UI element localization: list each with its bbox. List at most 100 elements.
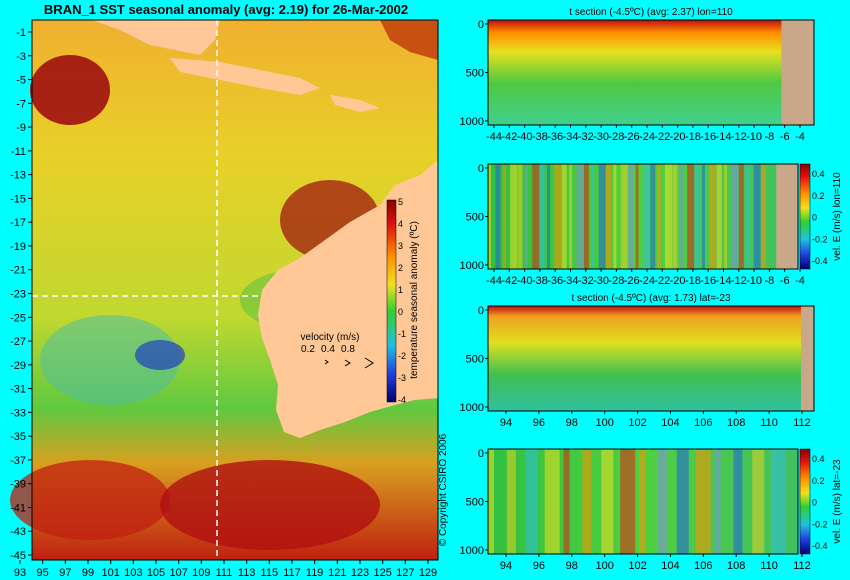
- land-java: [170, 58, 320, 95]
- lon-tick-label: 111: [216, 567, 233, 579]
- velocity-band: [613, 164, 617, 269]
- warm-anomaly-south: [160, 460, 380, 550]
- section-panel: 0 500 1000 94 96 98 100 102 104 106 108 110 112 0.4 0.…: [460, 448, 843, 572]
- panel-x-tick-label: -12: [731, 275, 747, 287]
- warm-anomaly-sw: [10, 460, 170, 540]
- velocity-band: [672, 164, 678, 269]
- warm-anomaly-nw: [30, 55, 110, 125]
- map-colorbar-label: temperature seasonal anomaly (ºC): [409, 221, 420, 379]
- velocity-band: [606, 164, 612, 269]
- panel-y-tick-label: 1000: [460, 402, 484, 414]
- lat-tick-label: -21: [10, 265, 26, 277]
- panel-x-tick-label: -28: [608, 131, 624, 143]
- lat-tick-label: -13: [10, 170, 26, 182]
- velocity-band: [554, 164, 562, 269]
- lat-tick-label: -37: [10, 455, 26, 467]
- lon-tick-label: 99: [82, 567, 94, 579]
- lat-tick-label: -41: [10, 502, 26, 514]
- velocity-band: [517, 164, 523, 269]
- lon-tick-label: 93: [14, 567, 26, 579]
- velocity-band: [752, 449, 765, 554]
- panel-x-tick-label: 100: [595, 417, 613, 429]
- panel-x-tick-label: -34: [563, 131, 579, 143]
- lon-tick-label: 103: [124, 567, 142, 579]
- velocity-legend-title: velocity (m/s): [301, 332, 360, 343]
- panel-x-tick-label: -24: [639, 131, 655, 143]
- lat-tick-label: -19: [10, 241, 26, 253]
- panel-y-tick-label: 1000: [460, 116, 484, 128]
- lon-tick-label: 113: [238, 567, 256, 579]
- lat-tick-label: -45: [10, 550, 26, 562]
- panel-x-tick-label: 104: [661, 417, 679, 429]
- panel-x-tick-label: 98: [566, 417, 578, 429]
- panel-x-tick-label: -8: [765, 275, 775, 287]
- lat-tick-label: -35: [10, 431, 26, 443]
- velocity-band: [620, 449, 636, 554]
- cold-eddy: [135, 340, 185, 370]
- velocity-band: [738, 164, 744, 269]
- panel-x-tick-label: -40: [517, 275, 533, 287]
- map-colorbar-tick: 5: [398, 197, 403, 207]
- velocity-band: [563, 449, 570, 554]
- panel-x-tick-label: -36: [547, 131, 563, 143]
- lon-axis: 93 95 97 99 101 103 105 107 109 111 113 115 117 119 12…: [14, 560, 437, 579]
- panel-title: t section (-4.5ºC) (avg: 1.73) lat=-23: [572, 293, 731, 304]
- map-area: [10, 19, 439, 561]
- velocity-band: [576, 164, 584, 269]
- panel-x-tick-label: -42: [501, 275, 517, 287]
- panel-x-tick-label: -24: [639, 275, 655, 287]
- panel-x-tick-label: -18: [685, 275, 701, 287]
- panel-x-tick-label: 108: [727, 417, 745, 429]
- lat-axis: -1 -3 -5 -7 -9 -11 -13 -15 -17 -19 -21 -23 -25 -27 -29…: [10, 27, 32, 562]
- panel-x-tick-label: -36: [547, 275, 563, 287]
- velocity-band: [753, 164, 761, 269]
- velocity-band: [724, 164, 728, 269]
- section-field: [488, 20, 814, 125]
- velocity-band: [665, 164, 673, 269]
- lat-tick-label: -3: [16, 51, 26, 63]
- panel-x-tick-label: -8: [765, 131, 775, 143]
- map-frame: [31, 19, 439, 561]
- section-field: [488, 306, 814, 411]
- velocity-band: [582, 449, 592, 554]
- panel-x-tick-label: -38: [532, 131, 548, 143]
- panel-x-tick-label: -44: [486, 275, 502, 287]
- velocity-legend: velocity (m/s) 0.2 0.4 0.8: [301, 332, 374, 369]
- land-sumatra: [92, 20, 220, 55]
- velocity-band: [676, 449, 689, 554]
- lon-tick-label: 123: [351, 567, 369, 579]
- velocity-band: [591, 164, 595, 269]
- map-colorbar-tick: 1: [398, 285, 403, 295]
- panel-x-tick-label: 100: [595, 560, 613, 572]
- velocity-legend-value: 0.8: [341, 344, 355, 355]
- velocity-band: [771, 449, 787, 554]
- velocity-band: [635, 164, 639, 269]
- lat-tick-label: -39: [10, 479, 26, 491]
- velocity-band: [694, 164, 700, 269]
- panel-colorbar-tick: -0.4: [812, 256, 828, 266]
- panel-title: t section (-4.5ºC) (avg: 2.37) lon=110: [569, 7, 733, 18]
- velocity-band: [714, 449, 721, 554]
- panel-x-tick-label: 106: [694, 417, 712, 429]
- lat-tick-label: -5: [16, 75, 26, 87]
- panel-colorbar-tick: 0: [812, 213, 817, 223]
- velocity-legend-values: 0.2 0.4 0.8: [301, 344, 355, 355]
- section-panel: t section (-4.5ºC) (avg: 2.37) lon=110 0 5…: [460, 7, 815, 143]
- lon-tick-label: 107: [169, 567, 187, 579]
- lon-tick-label: 121: [328, 567, 346, 579]
- velocity-band: [650, 164, 656, 269]
- velocity-legend-value: 0.4: [321, 344, 335, 355]
- velocity-band: [746, 164, 750, 269]
- velocity-arrows: [324, 357, 374, 369]
- velocity-band: [539, 164, 545, 269]
- velocity-band: [687, 164, 695, 269]
- panel-x-tick-label: 102: [628, 417, 646, 429]
- map-colorbar-tick: 4: [398, 219, 403, 229]
- velocity-band: [495, 164, 501, 269]
- lon-tick-label: 115: [261, 567, 279, 579]
- velocity-band: [733, 449, 743, 554]
- section-land: [776, 164, 798, 269]
- panel-colorbar-tick: -0.4: [812, 541, 828, 551]
